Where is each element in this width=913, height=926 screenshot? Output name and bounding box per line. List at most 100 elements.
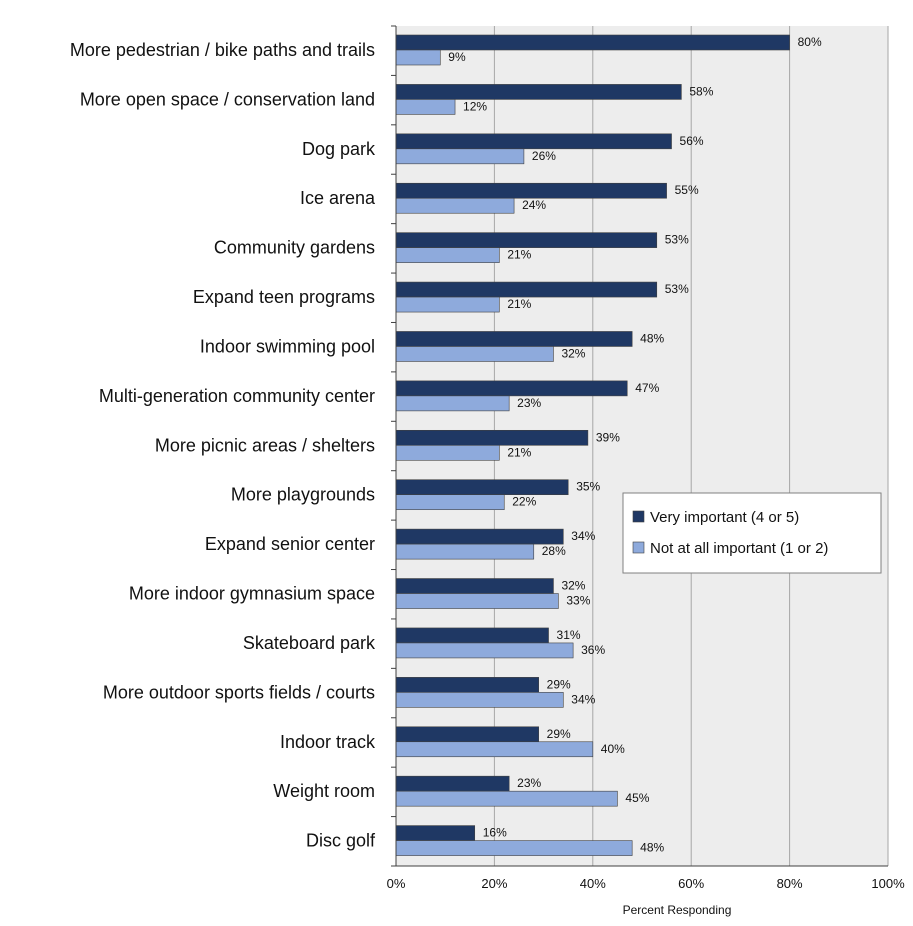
bar-very-important — [395, 726, 539, 743]
bars — [395, 34, 790, 856]
bar-value-label: 48% — [640, 841, 664, 855]
bar-very-important — [395, 677, 539, 693]
x-tick-label: 100% — [871, 876, 905, 891]
bar-very-important — [395, 775, 510, 792]
bar-value-label: 9% — [448, 50, 466, 64]
bar-not-important — [395, 790, 618, 807]
legend-label: Very important (4 or 5) — [650, 509, 799, 526]
legend-swatch — [632, 510, 645, 523]
bar-value-label: 40% — [601, 742, 625, 756]
bar-value-label: 26% — [532, 149, 556, 163]
bar-value-label: 23% — [517, 776, 541, 790]
bar-value-label: 24% — [522, 198, 546, 212]
bar-very-important — [395, 281, 658, 298]
axes — [391, 25, 888, 867]
category-label: More pedestrian / bike paths and trails — [70, 40, 375, 60]
category-label: Indoor swimming pool — [200, 336, 375, 356]
bar-value-label: 32% — [561, 346, 585, 360]
bar-value-label: 34% — [571, 692, 595, 706]
bar-not-important — [395, 395, 510, 412]
bar-value-label: 36% — [581, 643, 605, 657]
x-tick-label: 80% — [777, 876, 803, 891]
bar-not-important — [395, 49, 441, 66]
bar-value-label: 47% — [635, 381, 659, 395]
bar-very-important — [395, 627, 549, 644]
bar-value-label: 29% — [547, 677, 571, 691]
bar-not-important — [395, 692, 564, 708]
bar-value-label: 56% — [680, 134, 704, 148]
category-label: More indoor gymnasium space — [129, 584, 375, 604]
bar-not-important — [395, 99, 456, 115]
bar-value-label: 32% — [561, 579, 585, 593]
bar-very-important — [395, 133, 672, 150]
category-label: Expand senior center — [205, 534, 375, 554]
legend-box — [622, 492, 882, 574]
bar-value-label: 55% — [675, 183, 699, 197]
bar-not-important — [395, 346, 554, 362]
bar-not-important — [395, 296, 500, 313]
bar-very-important — [395, 528, 564, 545]
bar-not-important — [395, 543, 535, 560]
gridlines — [493, 26, 889, 866]
category-label: Expand teen programs — [193, 287, 375, 307]
bar-very-important — [395, 578, 554, 594]
bar-value-label: 34% — [571, 529, 595, 543]
x-tick-labels: 0% 20% 40% 60% 80% 100% — [387, 876, 905, 891]
x-axis-title: Percent Responding — [623, 903, 732, 917]
bar-value-label: 80% — [798, 35, 822, 49]
bar-very-important — [395, 479, 569, 496]
bar-value-label: 31% — [557, 628, 581, 642]
category-label: Ice arena — [300, 188, 376, 208]
bar-not-important — [395, 247, 500, 263]
category-label: Indoor track — [280, 732, 376, 752]
legend-swatch — [632, 541, 645, 554]
bar-value-label: 23% — [517, 396, 541, 410]
bar-very-important — [395, 331, 633, 347]
bar-value-label: 53% — [665, 282, 689, 296]
value-labels: 80% 9% 58% 12% 56% 26% 55% 24% 53% 21% 53% 21% 48% 32… — [448, 35, 822, 855]
bar-not-important — [395, 148, 525, 165]
legend: Very important (4 or 5) Not at all import… — [622, 492, 882, 574]
x-tick-label: 60% — [678, 876, 704, 891]
legend-label: Not at all important (1 or 2) — [650, 540, 828, 557]
bar-not-important — [395, 642, 574, 659]
x-tick-label: 0% — [387, 876, 406, 891]
bar-not-important — [395, 494, 505, 511]
x-tick-label: 20% — [481, 876, 507, 891]
bar-not-important — [395, 197, 515, 214]
bar-very-important — [395, 34, 790, 51]
bar-value-label: 29% — [547, 727, 571, 741]
bar-value-label: 48% — [640, 331, 664, 345]
category-label: Weight room — [273, 781, 375, 801]
bar-not-important — [395, 444, 500, 461]
bar-value-label: 16% — [483, 826, 507, 840]
bar-very-important — [395, 380, 628, 397]
bar-value-label: 45% — [625, 791, 649, 805]
category-label: Community gardens — [214, 238, 375, 258]
bar-value-label: 22% — [512, 495, 536, 509]
bar-value-label: 33% — [566, 594, 590, 608]
bar-not-important — [395, 840, 633, 856]
bar-very-important — [395, 429, 589, 446]
bar-very-important — [395, 84, 682, 100]
bar-value-label: 39% — [596, 430, 620, 444]
bar-value-label: 12% — [463, 99, 487, 113]
category-labels: More pedestrian / bike paths and trails M… — [70, 40, 376, 851]
category-label: Dog park — [302, 139, 376, 159]
category-label: More open space / conservation land — [80, 89, 375, 109]
bar-value-label: 53% — [665, 233, 689, 247]
bar-very-important — [395, 825, 476, 841]
category-label: More outdoor sports fields / courts — [103, 682, 375, 702]
bar-value-label: 21% — [507, 248, 531, 262]
x-tick-label: 40% — [580, 876, 606, 891]
category-label: More playgrounds — [231, 485, 375, 505]
bar-value-label: 58% — [689, 84, 713, 98]
bar-very-important — [395, 232, 658, 248]
bar-not-important — [395, 741, 594, 758]
bar-value-label: 21% — [507, 297, 531, 311]
bar-not-important — [395, 593, 559, 609]
bar-very-important — [395, 182, 667, 199]
category-label: Skateboard park — [243, 633, 376, 653]
